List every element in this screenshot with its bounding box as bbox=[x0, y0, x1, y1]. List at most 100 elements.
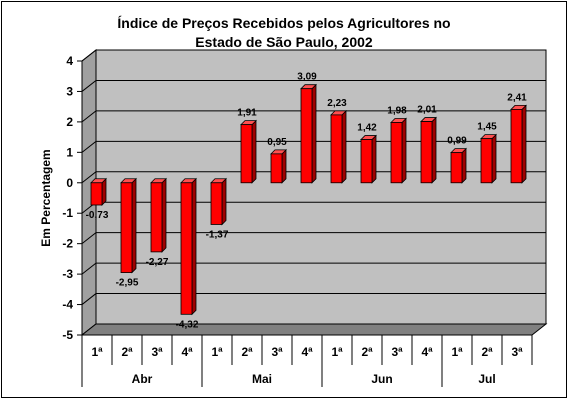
data-label: -4,32 bbox=[176, 319, 199, 330]
chart-title-line-2: Estado de São Paulo, 2002 bbox=[195, 34, 373, 50]
x-tick-label: 3ª bbox=[511, 345, 523, 359]
data-label: 0,99 bbox=[447, 136, 467, 147]
bar-group bbox=[480, 133, 497, 184]
data-label: 2,41 bbox=[507, 92, 527, 103]
bar bbox=[480, 138, 493, 184]
bar-side bbox=[521, 104, 527, 184]
x-tick-label: 2ª bbox=[481, 345, 493, 359]
data-label: 2,23 bbox=[327, 98, 347, 109]
x-tick-label: 3ª bbox=[271, 345, 283, 359]
bar bbox=[270, 153, 283, 184]
bar-side bbox=[221, 177, 227, 226]
data-label: 0,95 bbox=[267, 137, 287, 148]
bar-group bbox=[210, 177, 227, 226]
floor bbox=[80, 323, 548, 336]
y-tick-label: 0 bbox=[66, 176, 73, 190]
bar bbox=[420, 121, 433, 184]
gridline bbox=[81, 232, 546, 245]
data-label: -2,95 bbox=[116, 278, 139, 289]
bar-side bbox=[371, 134, 377, 184]
group-label: Jul bbox=[478, 372, 495, 386]
bar-side bbox=[251, 119, 257, 184]
x-tick-label: 3ª bbox=[151, 345, 163, 359]
x-tick-label: 4ª bbox=[421, 345, 433, 359]
bar-side bbox=[311, 83, 317, 184]
bar-group bbox=[450, 147, 467, 184]
data-label: -1,37 bbox=[206, 229, 229, 240]
bar-side bbox=[341, 109, 347, 184]
x-tick-label: 1ª bbox=[91, 345, 103, 359]
bar-group bbox=[360, 134, 377, 184]
x-tick-label: 4ª bbox=[301, 345, 313, 359]
bar-group bbox=[270, 148, 287, 184]
bar bbox=[120, 182, 133, 273]
y-axis-label: Em Percentagem bbox=[39, 149, 53, 246]
data-label: -0,73 bbox=[86, 210, 109, 221]
data-label: 1,42 bbox=[357, 123, 377, 134]
data-label: 1,98 bbox=[387, 105, 407, 116]
gridline bbox=[81, 110, 546, 123]
chart-title-line-1: Índice de Preços Recebidos pelos Agricul… bbox=[117, 15, 450, 31]
bar-group bbox=[420, 116, 437, 184]
group-label: Abr bbox=[132, 372, 153, 386]
bar bbox=[240, 124, 253, 184]
x-tick-label: 1ª bbox=[211, 345, 223, 359]
bar bbox=[390, 122, 403, 184]
bar-side bbox=[281, 148, 287, 184]
gridline bbox=[81, 293, 546, 305]
data-label: 2,01 bbox=[417, 105, 437, 116]
data-label: -2,27 bbox=[146, 257, 169, 268]
group-label: Jun bbox=[371, 372, 392, 386]
gridline bbox=[81, 262, 546, 275]
bar-side bbox=[401, 117, 407, 184]
x-tick-label: 2ª bbox=[121, 345, 133, 359]
bar-group bbox=[510, 104, 527, 184]
x-tick-label: 2ª bbox=[361, 345, 373, 359]
bar-side bbox=[461, 147, 467, 184]
group-label: Mai bbox=[252, 372, 272, 386]
bar-group bbox=[150, 177, 167, 253]
y-tick-label: 1 bbox=[66, 145, 73, 159]
bar-group bbox=[240, 119, 257, 184]
x-tick-label: 1ª bbox=[331, 345, 343, 359]
bar bbox=[450, 152, 463, 184]
bar-side bbox=[431, 116, 437, 184]
y-tick-label: 4 bbox=[66, 54, 73, 68]
y-tick-label: -4 bbox=[62, 298, 73, 312]
x-tick-label: 2ª bbox=[241, 345, 253, 359]
bar-group bbox=[390, 117, 407, 184]
bar-side bbox=[491, 133, 497, 184]
data-label: 1,91 bbox=[237, 108, 257, 119]
bar bbox=[330, 114, 343, 184]
bar bbox=[150, 182, 163, 253]
bar bbox=[90, 182, 103, 206]
bar-group bbox=[180, 177, 197, 316]
data-label: 1,45 bbox=[477, 122, 497, 133]
y-tick-label: 3 bbox=[66, 84, 73, 98]
bar bbox=[210, 182, 223, 225]
gridline bbox=[81, 49, 546, 62]
bar bbox=[510, 109, 523, 184]
bar bbox=[180, 182, 193, 315]
y-tick-label: -2 bbox=[62, 237, 73, 251]
y-tick-label: -1 bbox=[62, 206, 73, 220]
gridline bbox=[81, 79, 546, 92]
bar-side bbox=[131, 177, 137, 274]
x-tick-label: 1ª bbox=[451, 345, 463, 359]
bar bbox=[360, 139, 373, 184]
bar-group bbox=[330, 109, 347, 184]
y-tick-label: 2 bbox=[66, 115, 73, 129]
y-tick-label: -3 bbox=[62, 267, 73, 281]
y-tick-label: -5 bbox=[62, 328, 73, 342]
bar-side bbox=[161, 177, 167, 253]
bar-side bbox=[191, 177, 197, 316]
data-label: 3,09 bbox=[297, 72, 317, 83]
bar bbox=[300, 88, 313, 184]
x-tick-label: 4ª bbox=[181, 345, 193, 359]
bar-group bbox=[300, 83, 317, 184]
bar-group bbox=[90, 177, 107, 206]
x-tick-label: 3ª bbox=[391, 345, 403, 359]
plot-area: 4 3 2 1 0 -1 -2 -3 -4 -5 -0,73 -2,95 -2,27 -4,32 -1,37… bbox=[62, 48, 548, 387]
bar-group bbox=[120, 177, 137, 274]
